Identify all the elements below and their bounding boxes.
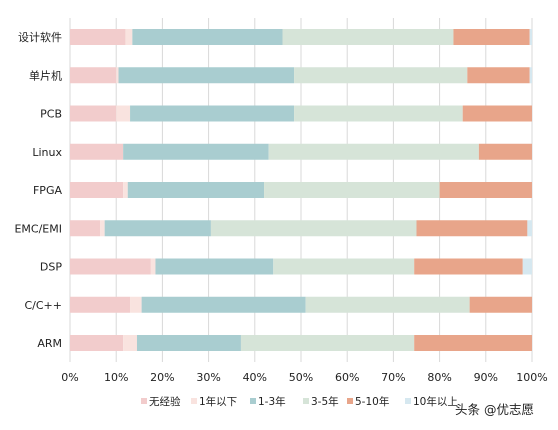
bar-segment [70,67,117,84]
bar-segment [100,220,105,237]
category-label: EMC/EMI [14,222,62,235]
bar-segment [132,29,283,45]
x-tick-labels: 0% 10% 20% 30% 40% 50% 60% 70% 80% 90% 100% [61,371,547,384]
x-tick-label: 10% [104,371,128,384]
bar-segment [268,143,479,160]
bar-segment [130,105,295,122]
bar-segment [150,258,156,275]
category-label: DSP [40,261,62,274]
legend-label: 无经验 [149,395,181,408]
bar-segment [70,29,126,45]
bar-segment [273,258,415,275]
bar-segment [469,296,532,313]
legend-label: 5-10年 [355,395,389,408]
x-tick-label: 0% [61,371,78,384]
bars [70,29,532,351]
bar-segment [70,335,124,351]
bar-segment [130,296,142,313]
bar-segment [453,29,530,45]
legend-swatch [405,398,411,404]
bar-segment [70,143,124,160]
bar-segment [118,67,295,84]
legend: 无经验 1年以下 1-3年 3-5年 5-10年 10年以上 [141,395,458,408]
bar-segment [104,220,211,237]
bar-segment [467,67,530,84]
legend-swatch [347,398,353,404]
category-label: Linux [32,146,62,159]
legend-swatch [303,398,309,404]
bar-segment [240,335,415,351]
bar-segment [123,143,269,160]
x-tick-label: 60% [335,371,359,384]
category-label: FPGA [33,184,62,197]
bar-segment [70,182,124,198]
bar-segment [155,258,274,275]
legend-label: 10年以上 [413,395,458,408]
x-tick-label: 30% [196,371,220,384]
bar-segment [116,67,119,84]
x-tick-label: 20% [150,371,174,384]
bar-segment [116,105,131,122]
bar-segment [264,182,440,198]
legend-label: 1-3年 [258,395,286,408]
bar-segment [305,296,470,313]
legend-swatch [191,398,197,404]
bar-segment [70,296,131,313]
bar-segment [70,220,101,237]
legend-label: 1年以下 [199,395,237,408]
x-tick-label: 50% [289,371,313,384]
bar-segment [123,182,128,198]
category-label: 设计软件 [18,30,62,44]
bar-segment [462,105,532,122]
bar-segment [70,105,117,122]
bar-segment [529,29,532,45]
category-label: C/C++ [24,299,62,312]
bar-segment [136,335,241,351]
legend-label: 3-5年 [311,395,339,408]
bar-segment [123,335,137,351]
x-tick-label: 80% [427,371,451,384]
bar-segment [294,105,463,122]
x-tick-label: 90% [474,371,498,384]
legend-swatch [250,398,256,404]
bar-segment [141,296,306,313]
x-tick-label: 70% [381,371,405,384]
category-label: PCB [40,108,62,121]
watermark-text: 头条 @优志愿 [455,402,534,417]
bar-segment [294,67,468,84]
bar-segment [522,258,532,275]
bar-segment [416,220,528,237]
legend-swatch [141,398,147,404]
x-tick-label: 100% [516,371,547,384]
bar-segment [414,258,523,275]
category-label: ARM [37,337,62,350]
category-label: 单片机 [29,68,62,82]
bar-segment [414,335,532,351]
bar-segment [478,143,532,160]
bar-segment [282,29,454,45]
bar-segment [529,67,532,84]
bar-segment [210,220,417,237]
bar-segment [439,182,532,198]
x-tick-label: 40% [243,371,267,384]
bar-segment [70,258,151,275]
bar-segment [125,29,133,45]
bar-segment [127,182,265,198]
bar-segment [527,220,532,237]
